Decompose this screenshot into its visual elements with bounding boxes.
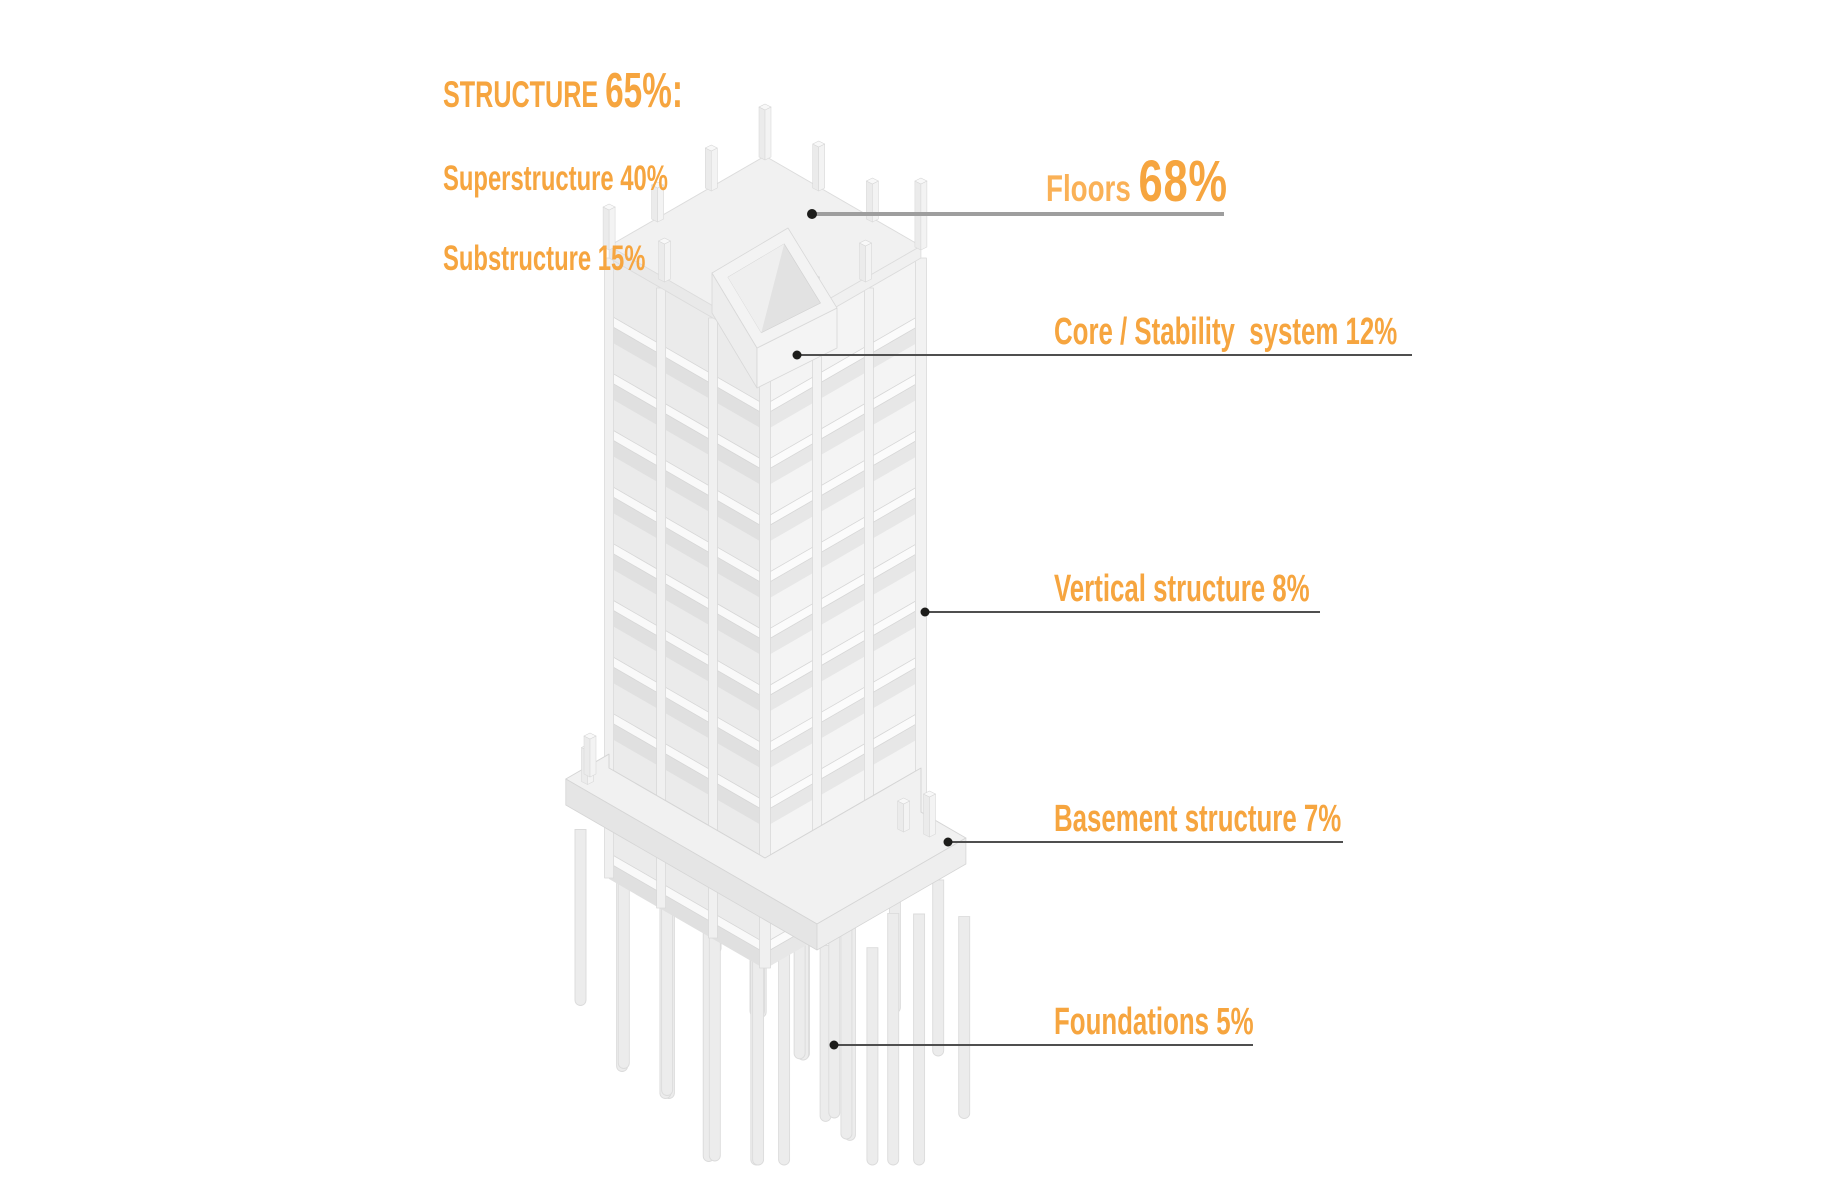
leader-lines [792, 209, 1412, 1050]
title-superstructure: Superstructure 40% [443, 159, 668, 198]
anchor-dot-basement [943, 837, 953, 847]
roof-elements [602, 103, 928, 313]
callout-floors: Floors 68% [1046, 153, 1228, 211]
title-heading: STRUCTURE 65%: [443, 66, 683, 120]
anchor-dot-core [792, 350, 802, 360]
callout-vertical-structure: Vertical structure 8% [1054, 568, 1310, 610]
podium-column-stubs [581, 732, 936, 838]
title-heading-label: STRUCTURE [443, 74, 606, 115]
tower-frame [604, 155, 927, 969]
callout-basement-structure: Basement structure 7% [1054, 798, 1342, 840]
anchor-dot-floors [807, 209, 817, 219]
anchor-dot-vertical [920, 607, 930, 617]
callout-core: Core / Stability system 12% [1054, 311, 1398, 353]
title-heading-value: 65%: [605, 64, 683, 118]
anchor-dot-foundations [829, 1040, 839, 1050]
callout-foundations: Foundations 5% [1054, 1001, 1254, 1043]
callout-floors-label: Floors [1046, 168, 1139, 209]
title-substructure: Substructure 15% [443, 239, 646, 278]
core-box [711, 227, 838, 389]
title-block: STRUCTURE 65%: Superstructure 40% Substr… [443, 30, 683, 316]
callout-floors-value: 68% [1138, 149, 1228, 214]
podium-slab [565, 753, 967, 951]
